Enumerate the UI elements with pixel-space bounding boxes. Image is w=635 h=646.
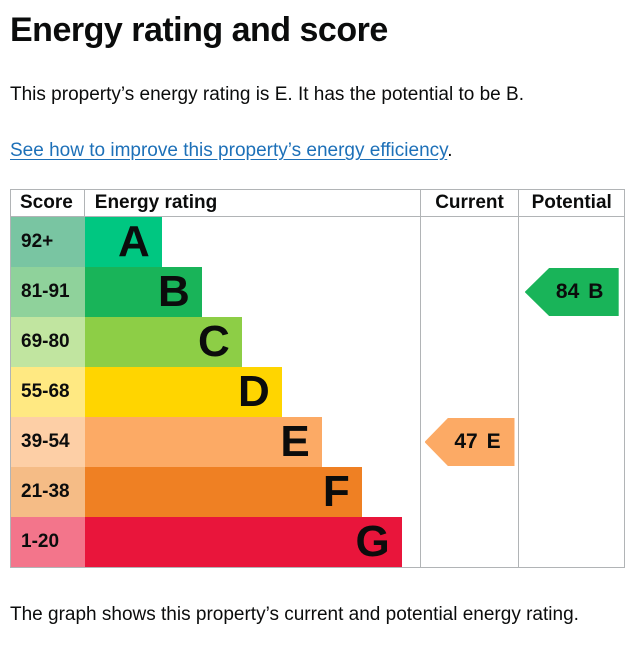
current-rating-arrow: 47 E [424,418,515,466]
current-cell [421,367,520,417]
current-cell [421,467,520,517]
potential-rating-arrow: 84 B [524,268,619,316]
rating-bar: D [84,367,282,417]
band-row: 21-38 F [11,467,624,517]
score-cell: 81-91 [11,267,85,317]
page-title: Energy rating and score [10,11,388,49]
potential-cell [519,367,624,417]
score-cell: 39-54 [11,417,85,467]
score-cell: 1-20 [11,517,85,567]
band-row: 92+ A [11,217,624,267]
potential-cell [519,317,624,367]
score-cell: 55-68 [11,367,85,417]
rating-cell: D [84,367,421,417]
rating-bar: E [84,417,322,467]
potential-cell [519,467,624,517]
potential-cell: 84 B [519,267,624,317]
rating-bar: A [84,217,162,267]
current-cell [421,517,520,567]
current-rating-arrow-value: 47 [454,430,478,453]
epc-chart-body: 92+ A 81-91 B 84 B 69-80 C 55-68 D 39-54 … [11,217,624,567]
rating-bar: B [84,267,202,317]
header-current: Current [421,190,520,216]
potential-cell [519,217,624,267]
rating-cell: C [84,317,421,367]
header-rating: Energy rating [85,190,421,216]
chart-caption: The graph shows this property’s current … [10,604,579,625]
current-cell [421,317,520,367]
header-score: Score [11,190,85,216]
intro-text: This property’s energy rating is E. It h… [10,84,524,105]
current-cell: 47 E [421,417,520,467]
current-cell [421,217,520,267]
band-row: 81-91 B 84 B [11,267,624,317]
improve-efficiency-link[interactable]: See how to improve this property’s energ… [10,140,448,161]
current-cell [421,267,520,317]
band-row: 1-20 G [11,517,624,567]
rating-cell: F [84,467,421,517]
rating-cell: G [84,517,421,567]
link-period: . [447,140,453,161]
rating-bar: C [84,317,242,367]
score-cell: 21-38 [11,467,85,517]
epc-chart-header: Score Energy rating Current Potential [11,190,624,217]
current-rating-arrow-band: E [486,430,501,453]
rating-bar: F [84,467,362,517]
potential-cell [519,517,624,567]
score-cell: 92+ [11,217,85,267]
header-potential: Potential [531,192,612,213]
potential-rating-arrow-band: B [588,280,604,303]
rating-cell: E [84,417,421,467]
potential-rating-arrow-value: 84 [555,280,580,303]
rating-cell: A [84,217,421,267]
rating-cell: B [84,267,421,317]
band-row: 39-54 E 47 E [11,417,624,467]
potential-cell [519,417,624,467]
score-cell: 69-80 [11,317,85,367]
band-row: 55-68 D [11,367,624,417]
epc-chart: Score Energy rating Current Potential 92… [10,189,625,568]
improve-link-line: See how to improve this property’s energ… [10,139,625,162]
band-row: 69-80 C [11,317,624,367]
rating-bar: G [84,517,402,567]
